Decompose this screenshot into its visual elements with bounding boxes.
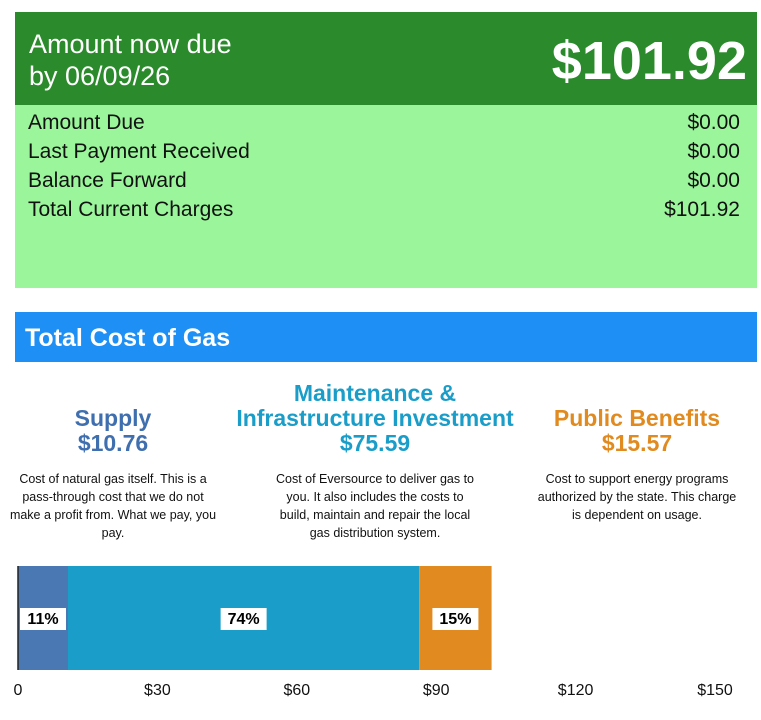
x-tick-label: $150 <box>697 682 733 699</box>
cost-description: Cost of natural gas itself. This is a pa… <box>9 472 217 540</box>
cost-name: Supply <box>74 405 152 431</box>
cost-description: Cost to support energy programs authoriz… <box>537 472 737 522</box>
x-tick-label: $30 <box>144 682 171 699</box>
cost-description: Cost of Eversource to deliver gas to you… <box>275 472 474 540</box>
due-amount: $101.92 <box>551 31 747 91</box>
cost-name: Public Benefits <box>553 405 721 431</box>
share-label-box <box>432 608 479 630</box>
cost-amount: $10.76 <box>77 430 149 456</box>
cost-amount: $15.57 <box>601 430 673 456</box>
share-label: 15% <box>439 611 471 628</box>
cost-heading: Public Benefits $15.57 <box>492 368 761 456</box>
x-tick-label: $90 <box>423 682 450 699</box>
due-banner: Amount now due by 06/09/26 $101.92 <box>15 12 757 105</box>
summary-row: Total Current Charges $101.92 <box>28 198 740 227</box>
cost-amount: $75.59 <box>339 430 411 456</box>
summary-row: Balance Forward $0.00 <box>28 169 740 198</box>
row-label: Balance Forward <box>28 169 187 192</box>
share-label-box <box>19 608 66 630</box>
summary-row: Amount Due $0.00 <box>28 111 740 140</box>
cost-heading: Maintenance & Infrastructure Investment $… <box>230 368 520 456</box>
row-value: $0.00 <box>687 169 740 192</box>
share-label: 11% <box>27 611 58 628</box>
share-label-box <box>220 608 267 630</box>
due-label: Amount now due by 06/09/26 <box>29 29 232 91</box>
x-tick-label: 0 <box>14 682 23 699</box>
section-title: Total Cost of Gas <box>25 324 231 352</box>
x-tick-label: $120 <box>558 682 594 699</box>
row-value: $101.92 <box>664 198 740 221</box>
section-banner: Total Cost of Gas <box>15 312 757 362</box>
summary: Amount Due $0.00 Last Payment Received $0.0… <box>15 105 757 288</box>
cost-name: Maintenance & Infrastructure Investment <box>236 380 514 431</box>
cost-heading: Supply $10.76 <box>0 368 258 456</box>
summary-row: Last Payment Received $0.00 <box>28 140 740 169</box>
row-label: Amount Due <box>28 111 145 134</box>
row-value: $0.00 <box>687 111 740 134</box>
row-label: Total Current Charges <box>28 198 234 221</box>
share-label: 74% <box>228 611 260 628</box>
x-tick-label: $60 <box>283 682 310 699</box>
row-label: Last Payment Received <box>28 140 250 163</box>
row-value: $0.00 <box>687 140 740 163</box>
